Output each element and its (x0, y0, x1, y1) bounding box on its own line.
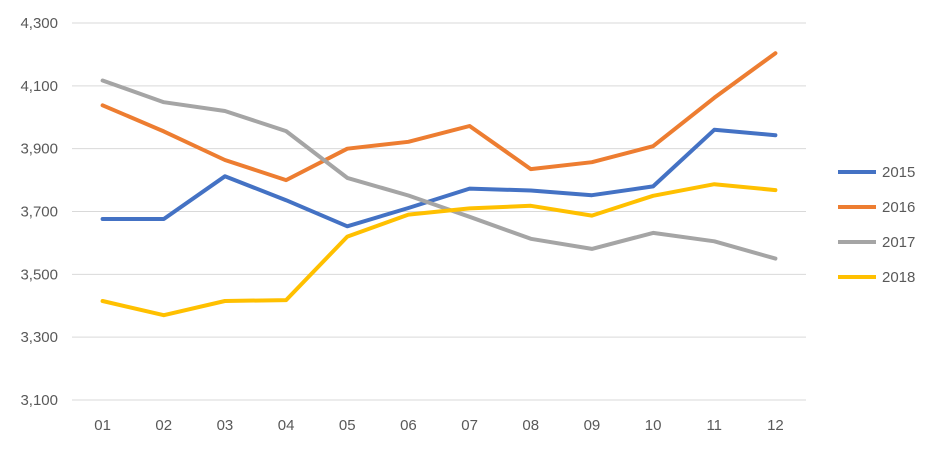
x-tick-label: 09 (584, 417, 601, 434)
x-tick-label: 06 (400, 417, 417, 434)
y-tick-label: 3,100 (20, 392, 58, 409)
legend-label-2015: 2015 (882, 164, 915, 181)
series-line-2016 (100, 51, 778, 183)
legend-label-2017: 2017 (882, 234, 915, 251)
x-tick-label: 08 (522, 417, 539, 434)
y-axis-tick-labels: 3,100 3,300 3,500 3,700 3,900 4,100 4,300 (20, 15, 58, 409)
legend: 2015 2016 2017 2018 (838, 164, 915, 286)
gridlines (72, 22, 806, 401)
x-tick-label: 01 (94, 417, 111, 434)
x-tick-label: 04 (278, 417, 295, 434)
x-tick-label: 12 (767, 417, 784, 434)
x-tick-label: 02 (155, 417, 172, 434)
series-line-2017 (100, 78, 778, 261)
y-tick-label: 3,300 (20, 329, 58, 346)
x-axis-tick-labels: 01 02 03 04 05 06 07 08 09 10 11 12 (94, 417, 784, 434)
legend-label-2016: 2016 (882, 199, 915, 216)
x-tick-label: 07 (461, 417, 478, 434)
series-line-2018 (100, 182, 778, 318)
y-tick-label: 3,700 (20, 204, 58, 221)
y-tick-label: 4,100 (20, 78, 58, 95)
y-tick-label: 4,300 (20, 15, 58, 32)
series-line-2015 (100, 127, 778, 229)
x-tick-label: 05 (339, 417, 356, 434)
x-tick-label: 11 (706, 417, 722, 434)
x-tick-label: 10 (645, 417, 662, 434)
legend-label-2018: 2018 (882, 269, 915, 286)
y-tick-label: 3,500 (20, 266, 58, 283)
series-lines (100, 51, 778, 318)
y-tick-label: 3,900 (20, 141, 58, 158)
x-tick-label: 03 (217, 417, 234, 434)
